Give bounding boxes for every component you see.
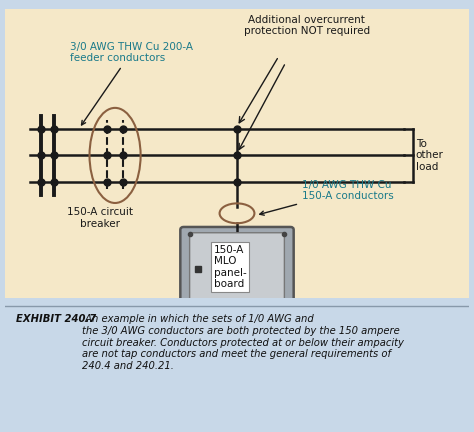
FancyBboxPatch shape <box>0 5 474 302</box>
Text: An example in which the sets of 1/0 AWG and
the 3/0 AWG conductors are both prot: An example in which the sets of 1/0 AWG … <box>82 314 404 371</box>
Text: 3/0 AWG THW Cu 200-A
feeder conductors: 3/0 AWG THW Cu 200-A feeder conductors <box>70 42 193 125</box>
Text: Additional overcurrent
protection NOT required: Additional overcurrent protection NOT re… <box>244 15 370 36</box>
FancyBboxPatch shape <box>180 227 294 311</box>
Text: EXHIBIT 240.7: EXHIBIT 240.7 <box>16 314 97 324</box>
Text: 150-A
MLO
panel-
board: 150-A MLO panel- board <box>214 245 246 289</box>
Text: To
other
load: To other load <box>416 139 444 172</box>
FancyBboxPatch shape <box>190 233 284 303</box>
Text: 1/0 AWG THW Cu
150-A conductors: 1/0 AWG THW Cu 150-A conductors <box>260 180 394 215</box>
Text: 150-A circuit
breaker: 150-A circuit breaker <box>67 207 133 229</box>
